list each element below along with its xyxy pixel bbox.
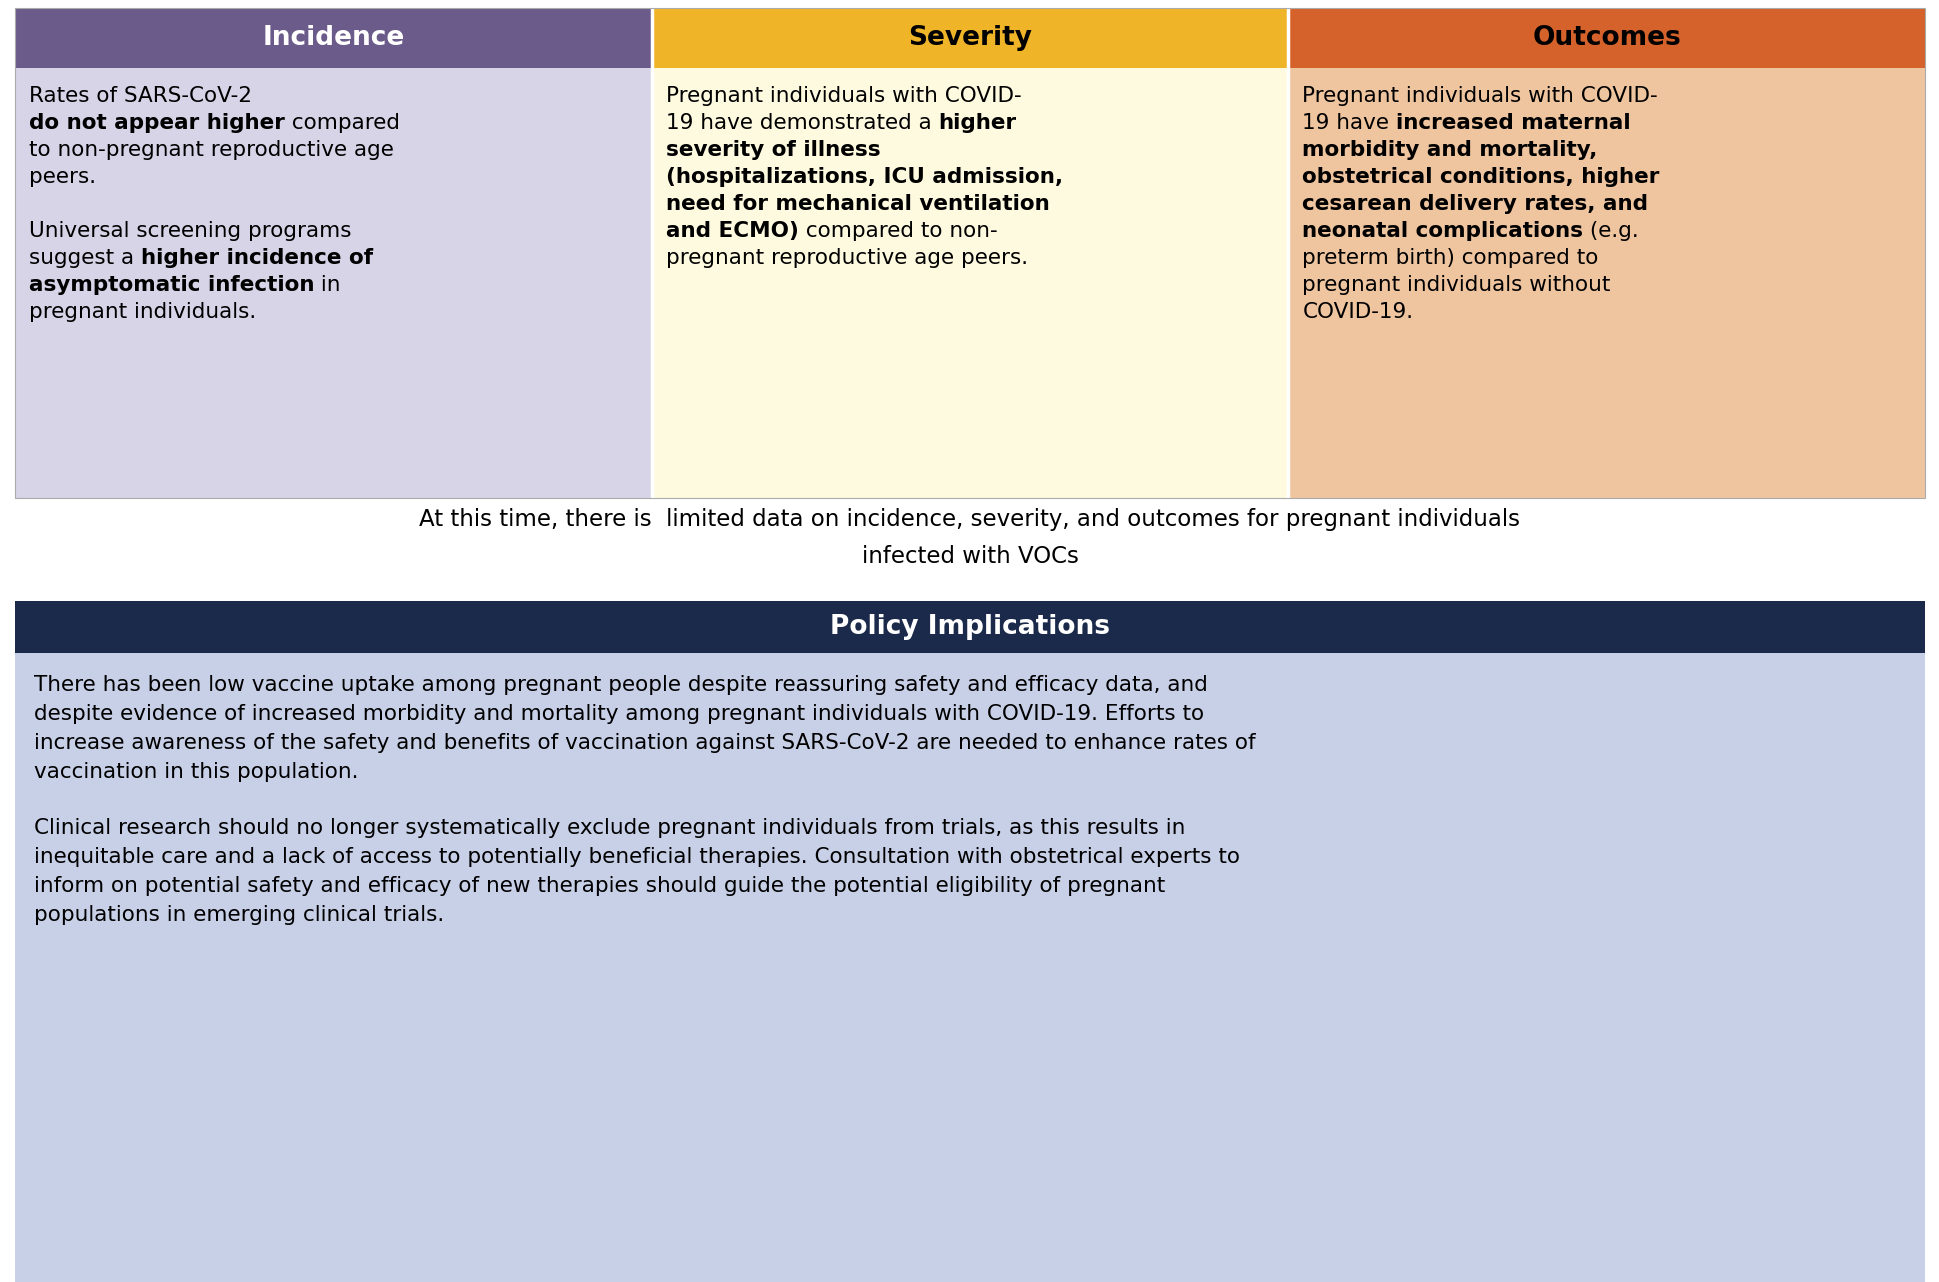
Bar: [1287, 8, 1923, 68]
Bar: [16, 8, 652, 68]
Text: populations in emerging clinical trials.: populations in emerging clinical trials.: [35, 905, 444, 926]
Text: need for mechanical ventilation: need for mechanical ventilation: [665, 194, 1049, 214]
Text: higher incidence of: higher incidence of: [142, 247, 372, 268]
Text: do not appear higher: do not appear higher: [29, 113, 285, 133]
Text: to non-pregnant reproductive age: to non-pregnant reproductive age: [29, 140, 394, 160]
Text: higher: higher: [938, 113, 1016, 133]
Bar: [16, 601, 1923, 653]
Text: 19 have demonstrated a: 19 have demonstrated a: [665, 113, 938, 133]
Text: inequitable care and a lack of access to potentially beneficial therapies. Consu: inequitable care and a lack of access to…: [35, 847, 1239, 867]
Text: Rates of SARS-CoV-2: Rates of SARS-CoV-2: [29, 86, 252, 106]
Text: Pregnant individuals with COVID-: Pregnant individuals with COVID-: [1301, 86, 1658, 106]
Text: compared: compared: [285, 113, 399, 133]
Text: Pregnant individuals with COVID-: Pregnant individuals with COVID-: [665, 86, 1020, 106]
Text: Severity: Severity: [907, 26, 1032, 51]
Text: suggest a: suggest a: [29, 247, 142, 268]
Text: neonatal complications: neonatal complications: [1301, 221, 1582, 241]
Text: cesarean delivery rates, and: cesarean delivery rates, and: [1301, 194, 1648, 214]
Text: despite evidence of increased morbidity and mortality among pregnant individuals: despite evidence of increased morbidity …: [35, 704, 1204, 724]
Text: Outcomes: Outcomes: [1532, 26, 1681, 51]
Text: pregnant individuals.: pregnant individuals.: [29, 303, 256, 322]
Text: 19 have: 19 have: [1301, 113, 1396, 133]
Text: increased maternal: increased maternal: [1396, 113, 1631, 133]
Text: compared to non-: compared to non-: [799, 221, 997, 241]
Text: Universal screening programs: Universal screening programs: [29, 221, 351, 241]
Text: and ECMO): and ECMO): [665, 221, 799, 241]
Text: vaccination in this population.: vaccination in this population.: [35, 762, 359, 782]
Text: At this time, there is  limited data on incidence, severity, and outcomes for pr: At this time, there is limited data on i…: [419, 508, 1520, 568]
Text: increase awareness of the safety and benefits of vaccination against SARS-CoV-2 : increase awareness of the safety and ben…: [35, 733, 1255, 753]
Text: asymptomatic infection: asymptomatic infection: [29, 276, 314, 295]
Text: pregnant reproductive age peers.: pregnant reproductive age peers.: [665, 247, 1028, 268]
Bar: [1287, 68, 1923, 497]
Bar: [652, 68, 1287, 497]
Text: (hospitalizations, ICU admission,: (hospitalizations, ICU admission,: [665, 167, 1063, 187]
Text: obstetrical conditions, higher: obstetrical conditions, higher: [1301, 167, 1660, 187]
Bar: [652, 8, 1287, 68]
Text: (e.g.: (e.g.: [1582, 221, 1638, 241]
Text: preterm birth) compared to: preterm birth) compared to: [1301, 247, 1598, 268]
Text: inform on potential safety and efficacy of new therapies should guide the potent: inform on potential safety and efficacy …: [35, 876, 1165, 896]
Text: COVID-19.: COVID-19.: [1301, 303, 1414, 322]
Text: Incidence: Incidence: [262, 26, 403, 51]
Text: peers.: peers.: [29, 167, 97, 187]
Bar: [16, 653, 1923, 1282]
Text: There has been low vaccine uptake among pregnant people despite reassuring safet: There has been low vaccine uptake among …: [35, 676, 1208, 695]
Text: Clinical research should no longer systematically exclude pregnant individuals f: Clinical research should no longer syste…: [35, 818, 1185, 838]
Text: in: in: [314, 276, 341, 295]
Bar: [16, 8, 1923, 497]
Bar: [16, 68, 652, 497]
Text: Policy Implications: Policy Implications: [830, 614, 1109, 640]
Text: severity of illness: severity of illness: [665, 140, 880, 160]
Text: morbidity and mortality,: morbidity and mortality,: [1301, 140, 1598, 160]
Text: pregnant individuals without: pregnant individuals without: [1301, 276, 1609, 295]
